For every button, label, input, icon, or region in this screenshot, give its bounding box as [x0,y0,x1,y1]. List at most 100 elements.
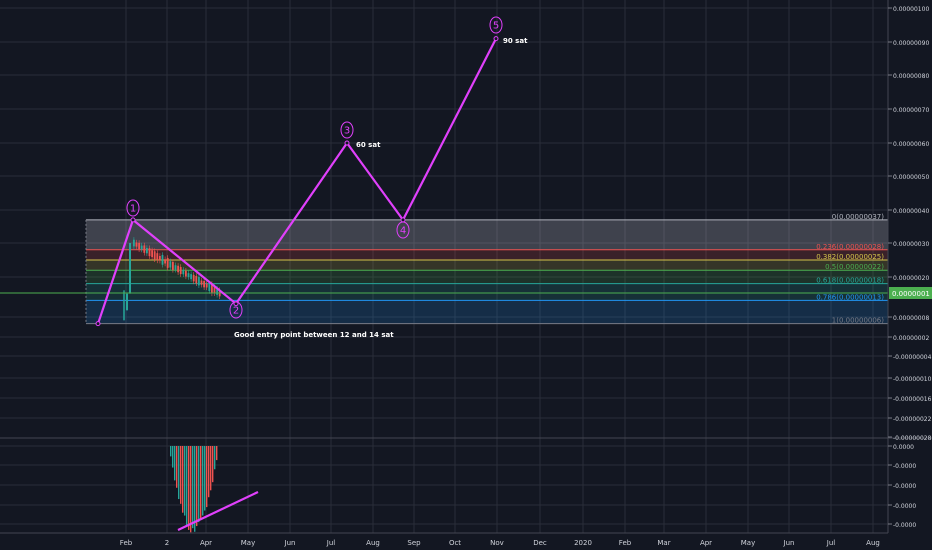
fib-level-label: 0.618(0.00000018) [816,277,884,285]
price-tick-label: -0.00000016 [893,396,932,403]
price-tick-label: 0.00000080 [893,73,929,80]
osc-bar [212,446,214,483]
fib-level-label: 1(0.00000006) [832,317,884,325]
osc-bar [200,446,202,521]
time-axis[interactable]: Feb 2 Apr May Jun Jul Aug Sep Oct Nov Dec 2020 Feb Ma… [120,539,880,547]
time-tick-label: Aug [366,539,380,547]
price-tick-label: 0.00000008 [893,315,929,322]
time-tick-label: 2020 [574,539,592,547]
osc-bar [214,446,216,470]
osc-bar [180,446,182,504]
candle [198,276,200,286]
time-tick-label: Feb [120,539,133,547]
osc-tick-label: 0.0000 [893,444,914,451]
candle [151,250,153,258]
time-tick-label: Aug [866,539,880,547]
wave-path [96,38,497,325]
time-tick-label: Apr [700,539,712,547]
candle [208,283,211,292]
annotation-entry-point: Good entry point between 12 and 14 sat [234,331,394,339]
elliott-wave[interactable]: 1 2 3 4 5 [95,16,503,327]
wave-point [95,321,101,327]
wave-label: 5 [493,21,499,32]
osc-bar [174,446,176,481]
candle [135,242,138,247]
osc-bar [206,446,208,508]
osc-bar [184,446,186,516]
candle [169,261,172,268]
time-tick-label: Apr [200,539,212,547]
osc-bar [208,446,210,498]
time-tick-label: Sep [407,539,421,547]
wave-point [344,140,350,146]
annotations: 60 sat 90 sat Good entry point between 1… [234,37,528,339]
candle [177,265,179,273]
fib-level-label: 0.5(0.00000022) [825,263,884,271]
candle [203,280,205,288]
oscillator-axis[interactable]: 0.0000 -0.0000 -0.0000 -0.0000 -0.0000 [888,444,916,529]
osc-bar [196,446,198,527]
candle [182,269,185,275]
time-tick-label: Dec [533,539,547,547]
wave-label: 4 [400,226,406,237]
time-tick-label: Feb [619,539,632,547]
osc-bar [216,446,218,461]
candle [200,280,203,285]
fibonacci-retracement[interactable]: 0(0.00000037) 0.236(0.00000028) 0.382(0.00… [85,213,888,325]
fib-zone [86,270,888,284]
candle [143,245,146,253]
time-tick-label: Mar [657,539,670,547]
candle [174,265,177,270]
wave-point [493,36,499,42]
wave-label-circle [229,301,243,319]
candle [138,242,140,250]
osc-bar [182,446,184,513]
wave-label-circle [489,16,503,34]
price-tick-label: 0.00000030 [893,241,929,248]
fib-zone [86,219,888,250]
osc-trendline [177,491,259,531]
annotation-60-sat: 60 sat [356,141,381,149]
osc-bar [178,446,180,500]
price-tick-label: 0.00000070 [893,107,929,114]
time-tick-label: Oct [449,539,461,547]
candle [140,245,143,250]
candle [166,257,169,268]
osc-bar [210,446,212,491]
price-tick-label: 0.00000040 [893,208,929,215]
candle [190,274,192,280]
osc-tick-label: -0.0000 [893,463,916,470]
candle [164,259,166,264]
price-tick-label: 0.00000060 [893,141,929,148]
candle [172,261,174,270]
wave-label-circle [126,199,140,217]
oscillator-pane [0,445,888,533]
wave-label-circle [340,121,354,139]
annotation-90-sat: 90 sat [503,37,528,45]
time-tick-label: May [741,539,755,547]
grid-lines [0,0,888,533]
candle [156,253,159,261]
price-tick-label: 0.00000100 [893,6,929,13]
price-tick-label: -0.00000010 [893,376,932,383]
candle [161,254,164,265]
candlesticks [123,237,221,321]
time-tick-label: Jun [783,539,795,547]
candle [146,247,148,254]
price-tick-label: 0.00000050 [893,174,929,181]
wave-point [130,217,136,223]
fib-level-label: 0.236(0.00000028) [816,243,884,251]
price-axis[interactable]: 0.00000100 0.00000090 0.00000080 0.00000070… [888,6,932,442]
candle [153,251,156,260]
osc-bar [192,446,194,529]
wave-label: 1 [130,204,136,215]
wave-point [400,217,406,223]
candle [133,239,135,247]
time-tick-label: Jul [326,539,336,547]
time-tick-label: May [241,539,255,547]
osc-bar [186,446,188,526]
candle [126,293,128,311]
price-tick-label: 0.00000002 [893,335,929,342]
time-tick-label: 2 [165,539,169,547]
